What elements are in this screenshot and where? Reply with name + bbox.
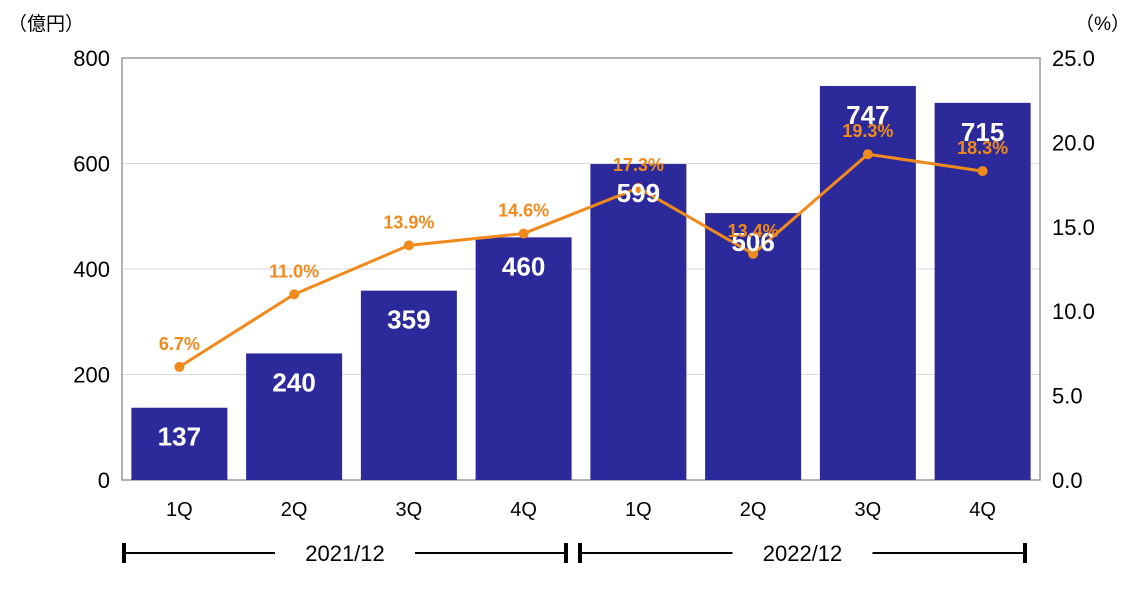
line-point — [518, 228, 529, 239]
line-value-label: 14.6% — [498, 201, 549, 221]
bar — [131, 407, 228, 480]
category-label: 3Q — [396, 499, 423, 521]
line-point — [977, 166, 988, 177]
right-axis-tick-label: 20.0 — [1052, 130, 1095, 155]
bar — [475, 237, 572, 480]
category-label: 2Q — [281, 499, 308, 521]
line-point — [289, 289, 300, 300]
category-label: 3Q — [855, 499, 882, 521]
line-point — [748, 248, 759, 259]
bar — [360, 290, 457, 480]
bar-value-label: 599 — [617, 178, 660, 208]
line-point — [403, 240, 414, 251]
bar — [246, 353, 343, 480]
bar-value-label: 747 — [846, 100, 889, 130]
right-axis-tick-label: 10.0 — [1052, 299, 1095, 324]
category-label: 4Q — [969, 499, 996, 521]
bar — [819, 85, 916, 481]
category-label: 4Q — [510, 499, 537, 521]
line-point — [633, 182, 644, 193]
bar-series — [131, 85, 1031, 481]
line-value-label: 11.0% — [269, 261, 319, 281]
left-axis-tick-label: 800 — [73, 46, 110, 71]
right-axis-tick-label: 15.0 — [1052, 215, 1095, 240]
group-label: 2022/12 — [763, 541, 843, 566]
line-value-label: 17.3% — [613, 155, 664, 175]
line-point — [862, 149, 873, 160]
right-axis-tick-label: 5.0 — [1052, 384, 1083, 409]
axes: 0 200 400 600 800 0.0 5.0 10.0 15.0 20.0 25.0 （億円） （… — [8, 13, 1130, 521]
line-value-label: 6.7% — [159, 334, 200, 354]
left-axis-tick-label: 600 — [73, 152, 110, 177]
left-axis-tick-label: 200 — [73, 363, 110, 388]
bar-value-label: 137 — [158, 422, 201, 452]
bar-value-label: 506 — [731, 227, 774, 257]
bar-value-label: 460 — [502, 251, 545, 281]
right-axis-unit: （%） — [1075, 13, 1130, 35]
category-label: 1Q — [166, 499, 193, 521]
left-axis-tick-label: 0 — [98, 468, 110, 493]
line-value-label: 13.4% — [728, 221, 779, 241]
bar — [590, 164, 687, 480]
right-axis-tick-label: 25.0 — [1052, 46, 1095, 71]
bar-value-label: 240 — [272, 367, 315, 397]
bar-value-label: 715 — [961, 117, 1004, 147]
category-label: 1Q — [625, 499, 652, 521]
line-value-label: 13.9% — [383, 212, 434, 232]
year-groups: 2021/12 2022/12 — [122, 541, 1027, 566]
left-axis-tick-label: 400 — [73, 257, 110, 282]
bar-value-label: 359 — [387, 305, 430, 335]
left-axis-unit: （億円） — [8, 13, 84, 35]
plot-frame — [121, 57, 1041, 481]
group-label: 2021/12 — [305, 541, 385, 566]
line-path — [178, 152, 983, 369]
line-point — [174, 361, 185, 372]
line-value-label: 18.3% — [957, 138, 1008, 158]
right-axis-tick-label: 0.0 — [1052, 468, 1083, 493]
line-series — [174, 149, 988, 372]
category-label: 2Q — [740, 499, 767, 521]
bar — [934, 102, 1031, 481]
line-value-label: 19.3% — [842, 121, 893, 141]
data-labels: 137 240 359 460 599 506 747 715 6.7% 11.0% 13.9% 14… — [158, 100, 1008, 452]
